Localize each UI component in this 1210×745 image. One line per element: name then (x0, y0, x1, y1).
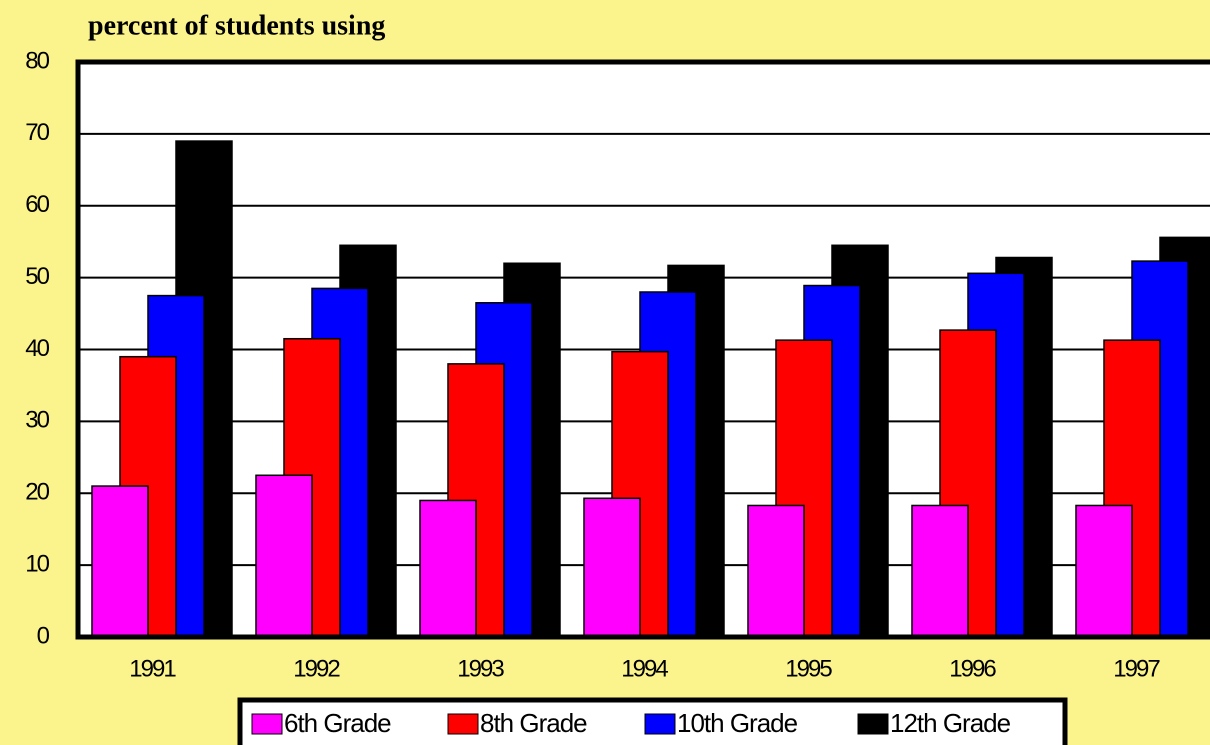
legend-label: 12th Grade (890, 708, 1011, 738)
x-tick-label: 1995 (785, 655, 832, 682)
y-tick-label: 60 (25, 191, 49, 218)
bar (583, 497, 641, 638)
x-tick-label: 1994 (621, 655, 668, 682)
legend-label: 10th Grade (677, 708, 798, 738)
legend-label: 8th Grade (480, 708, 587, 738)
y-tick-label: 80 (25, 47, 49, 74)
x-tick-label: 1992 (293, 655, 340, 682)
bar (419, 499, 477, 638)
x-tick-label: 1993 (457, 655, 504, 682)
legend-swatch (857, 713, 889, 735)
bar (255, 474, 313, 638)
y-tick-label: 10 (25, 550, 49, 577)
y-tick-label: 50 (25, 263, 49, 290)
y-tick-label: 20 (25, 479, 49, 506)
bar (747, 504, 805, 638)
legend-swatch (251, 713, 283, 735)
x-tick-label: 1996 (949, 655, 996, 682)
y-tick-label: 0 (37, 622, 50, 649)
x-tick-label: 1991 (129, 655, 176, 682)
legend-swatch (447, 713, 479, 735)
legend-label: 6th Grade (284, 708, 391, 738)
plot-border (75, 59, 1210, 640)
y-tick-label: 40 (25, 335, 49, 362)
bar (1075, 504, 1133, 638)
legend-swatch (644, 713, 676, 735)
y-tick-label: 30 (25, 407, 49, 434)
bar (91, 485, 149, 638)
bar (911, 504, 969, 638)
chart-title: percent of students using (88, 10, 385, 41)
y-tick-label: 70 (25, 119, 49, 146)
x-tick-label: 1997 (1113, 655, 1160, 682)
